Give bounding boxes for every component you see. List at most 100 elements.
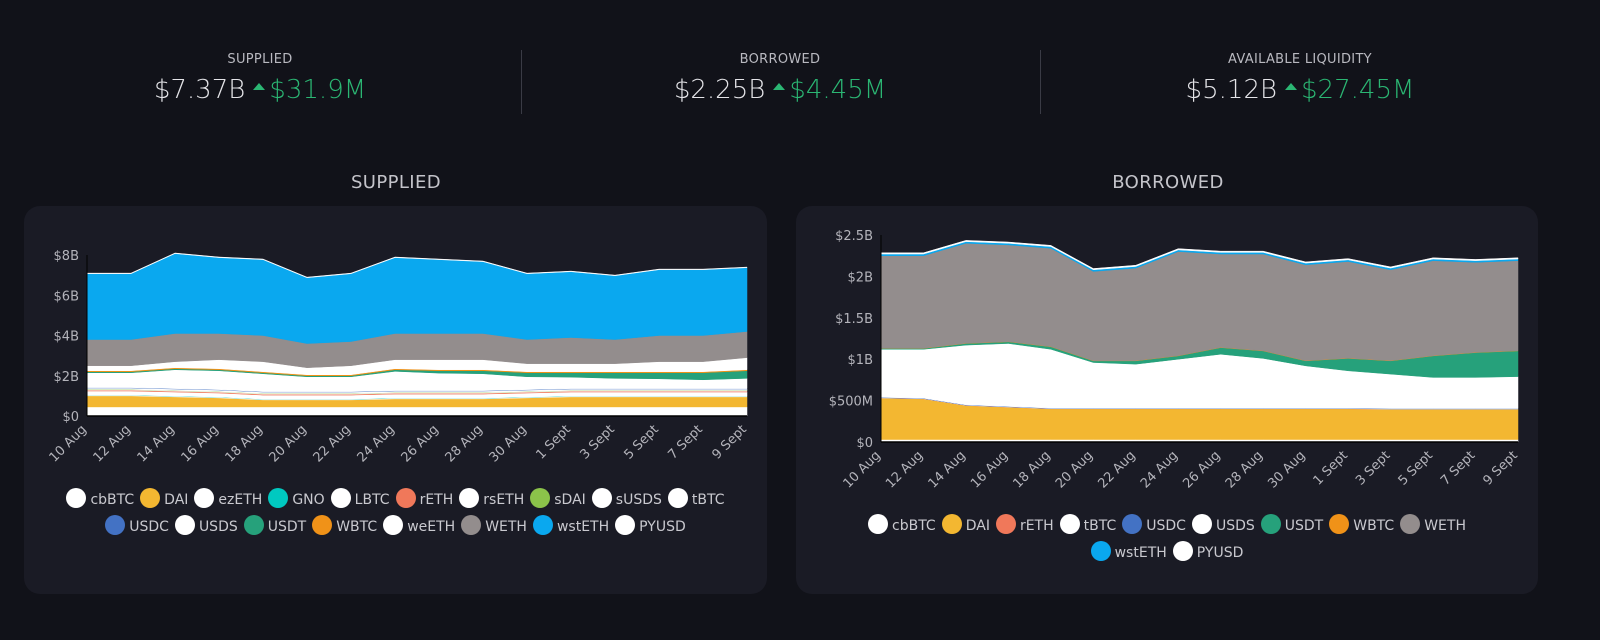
legend-item-WBTC[interactable]: WBTC xyxy=(1329,513,1394,539)
legend-swatch xyxy=(383,515,404,535)
legend-item-sUSDS[interactable]: sUSDS xyxy=(591,487,662,513)
legend-item-rETH[interactable]: rETH xyxy=(995,513,1054,539)
legend-item-USDS[interactable]: USDS xyxy=(174,514,238,540)
legend-label: WETH xyxy=(1424,518,1466,534)
legend-item-cbBTC[interactable]: cbBTC xyxy=(66,487,134,513)
legend-item-tBTC[interactable]: tBTC xyxy=(1059,513,1116,539)
legend-swatch xyxy=(194,488,215,508)
legend-swatch xyxy=(395,488,416,508)
area-PYUSD xyxy=(880,240,1519,271)
legend-item-wstETH[interactable]: wstETH xyxy=(1090,540,1167,566)
stat-value: $2.25B xyxy=(673,75,766,105)
legend-swatch xyxy=(105,515,126,535)
x-tick-label: 26 Aug xyxy=(399,422,442,465)
x-tick-label: 16 Aug xyxy=(968,448,1011,491)
legend-label: PYUSD xyxy=(1196,545,1244,561)
area-PYUSD xyxy=(86,252,748,278)
y-tick-label: $0 xyxy=(62,410,79,425)
legend-swatch xyxy=(1191,514,1212,534)
x-tick-label: 24 Aug xyxy=(355,422,398,465)
borrowed-chart: $0 $500M $1B $1.5B $2B $2.5B 10 Aug 12 Aug 14 Au… xyxy=(829,229,1521,491)
stat-value: $7.37B xyxy=(153,75,246,105)
legend-item-sDAI[interactable]: sDAI xyxy=(530,487,586,513)
trend-up-icon xyxy=(253,83,266,90)
x-tick-label: 20 Aug xyxy=(1053,448,1096,491)
y-tick-label: $1B xyxy=(848,353,873,368)
legend-item-weETH[interactable]: weETH xyxy=(383,514,455,540)
legend-item-WBTC[interactable]: WBTC xyxy=(312,514,377,540)
y-tick-label: $2B xyxy=(848,270,873,285)
legend-label: ezETH xyxy=(218,492,263,508)
legend-swatch xyxy=(615,515,636,535)
chart-title-borrowed: BORROWED xyxy=(1112,172,1224,193)
x-tick-label: 18 Aug xyxy=(223,422,266,465)
y-tick-label: $2.5B xyxy=(835,229,873,244)
x-tick-label: 7 Sept xyxy=(666,422,706,462)
y-tick-label: $2B xyxy=(54,370,79,385)
legend-item-DAI[interactable]: DAI xyxy=(941,513,990,539)
borrowed-legend: cbBTC DAI rETH tBTC USDC USDS USDT WBTC WETH wstE… xyxy=(826,512,1508,566)
legend-item-USDC[interactable]: USDC xyxy=(105,514,169,540)
legend-swatch xyxy=(1090,541,1111,561)
legend-label: WBTC xyxy=(1353,518,1395,534)
legend-item-USDT[interactable]: USDT xyxy=(1260,513,1323,539)
legend-item-USDT[interactable]: USDT xyxy=(243,514,306,540)
legend-swatch xyxy=(66,488,87,508)
legend-swatch xyxy=(330,488,351,508)
legend-item-WETH[interactable]: WETH xyxy=(461,514,527,540)
stat-change: $4.45M xyxy=(789,75,887,105)
x-tick-label: 5 Sept xyxy=(1396,448,1436,488)
legend-label: USDS xyxy=(198,519,238,535)
legend-item-USDS[interactable]: USDS xyxy=(1191,513,1255,539)
legend-label: WBTC xyxy=(336,519,378,535)
legend-swatch xyxy=(995,514,1016,534)
x-tick-label: 14 Aug xyxy=(926,448,969,491)
legend-label: sDAI xyxy=(554,492,586,508)
legend-item-WETH[interactable]: WETH xyxy=(1400,513,1466,539)
supplied-legend: cbBTC DAI ezETH GNO LBTC rETH rsETH sDAI sUSDS tB… xyxy=(44,486,747,540)
x-tick-label: 1 Sept xyxy=(534,422,574,462)
legend-label: GNO xyxy=(292,492,325,508)
legend-swatch xyxy=(1059,514,1080,534)
supplied-chart: $0 $2B $4B $6B $8B 10 Aug 12 Aug 14 Aug 16 Aug 18… xyxy=(47,249,750,465)
x-tick-label: 22 Aug xyxy=(1095,448,1138,491)
y-tick-label: $6B xyxy=(54,289,79,304)
legend-item-PYUSD[interactable]: PYUSD xyxy=(615,514,686,540)
legend-item-wstETH[interactable]: wstETH xyxy=(532,514,609,540)
legend-item-rETH[interactable]: rETH xyxy=(395,487,454,513)
x-tick-label: 22 Aug xyxy=(311,422,354,465)
x-tick-label: 12 Aug xyxy=(91,422,134,465)
trend-up-icon xyxy=(773,83,786,90)
legend-item-USDC[interactable]: USDC xyxy=(1122,513,1186,539)
borrowed-chart-card: $0 $500M $1B $1.5B $2B $2.5B 10 Aug 12 Aug 14 Au… xyxy=(796,206,1538,594)
x-tick-label: 7 Sept xyxy=(1438,448,1478,488)
legend-label: rsETH xyxy=(483,492,525,508)
legend-item-DAI[interactable]: DAI xyxy=(140,487,188,513)
x-tick-label: 28 Aug xyxy=(443,422,486,465)
x-tick-label: 28 Aug xyxy=(1223,448,1266,491)
y-tick-label: $1.5B xyxy=(835,312,873,327)
legend-label: rETH xyxy=(419,492,454,508)
legend-item-rsETH[interactable]: rsETH xyxy=(459,487,524,513)
legend-item-LBTC[interactable]: LBTC xyxy=(330,487,390,513)
stat-label: BORROWED xyxy=(739,52,821,67)
x-tick-label: 30 Aug xyxy=(1265,448,1308,491)
legend-item-tBTC[interactable]: tBTC xyxy=(667,487,725,513)
legend-swatch xyxy=(1172,541,1193,561)
legend-item-ezETH[interactable]: ezETH xyxy=(194,487,262,513)
legend-label: DAI xyxy=(965,518,990,534)
stat-value: $5.12B xyxy=(1185,75,1278,105)
legend-item-PYUSD[interactable]: PYUSD xyxy=(1172,540,1244,566)
stat-label: SUPPLIED xyxy=(227,52,293,67)
x-tick-label: 12 Aug xyxy=(883,448,926,491)
x-tick-label: 20 Aug xyxy=(267,422,310,465)
legend-item-cbBTC[interactable]: cbBTC xyxy=(868,513,936,539)
area-wstETH xyxy=(86,253,748,344)
legend-swatch xyxy=(667,488,688,508)
legend-label: LBTC xyxy=(354,492,390,508)
legend-item-GNO[interactable]: GNO xyxy=(268,487,325,513)
legend-label: USDC xyxy=(129,519,169,535)
x-tick-label: 3 Sept xyxy=(578,422,618,462)
x-tick-label: 5 Sept xyxy=(622,422,662,462)
y-tick-label: $500M xyxy=(829,395,873,410)
